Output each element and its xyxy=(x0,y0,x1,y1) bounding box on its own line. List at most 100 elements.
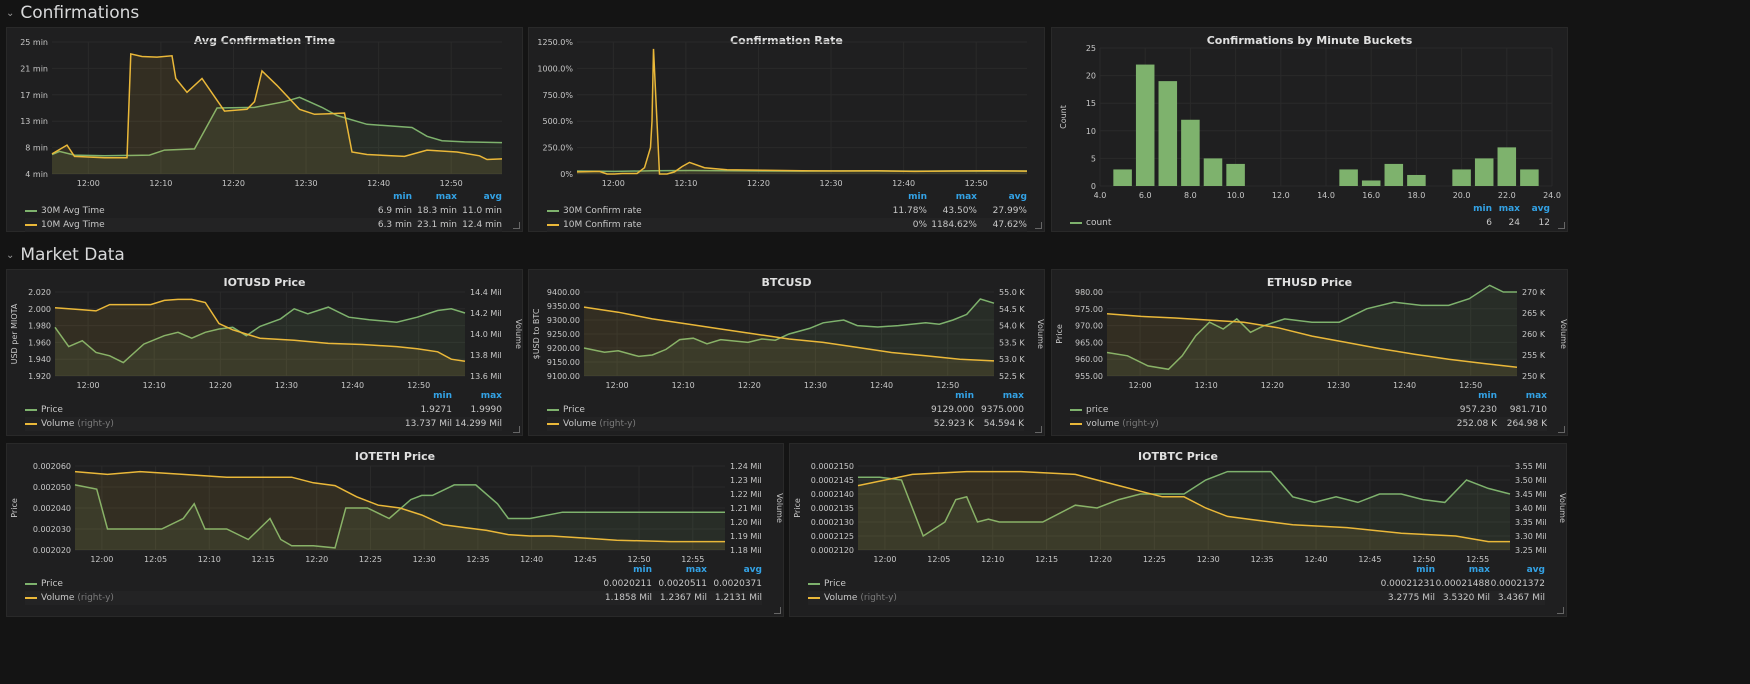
legend-row[interactable]: Price 0.0020211 0.0020511 0.0020371 xyxy=(25,577,762,591)
legend-series-name[interactable]: Price xyxy=(41,577,63,591)
panel-iotusd-price[interactable]: IOTUSD Price 1.920 1.940 1.960 1.980 2.000 2.0… xyxy=(6,269,523,436)
row-title-confirmations[interactable]: ⌄ Confirmations xyxy=(6,3,139,23)
panel-confirmations-by-minute-buckets[interactable]: Confirmations by Minute Buckets 0 5 10 15 20 2… xyxy=(1051,27,1568,232)
series-line[interactable] xyxy=(74,484,725,549)
legend-series-name[interactable]: Volume (right-y) xyxy=(41,417,114,431)
legend-column-header[interactable]: max xyxy=(1498,204,1520,214)
legend-row[interactable]: price 957.230 981.710 xyxy=(1070,403,1547,417)
legend-row[interactable]: 30M Avg Time 6.9 min 18.3 min 11.0 min xyxy=(25,204,502,218)
resize-handle[interactable] xyxy=(1035,222,1042,229)
series-line[interactable] xyxy=(576,48,1028,175)
panel-avg-confirmation-time[interactable]: Avg Confirmation Time 4 min 8 min 13 min 17 … xyxy=(6,27,523,232)
legend-column-header[interactable]: avg xyxy=(483,192,502,202)
panel-ioteth-price[interactable]: IOTETH Price 0.002020 0.002030 0.002040 0.00… xyxy=(6,443,784,617)
resize-handle[interactable] xyxy=(513,426,520,433)
legend-column-header[interactable]: min xyxy=(955,391,974,401)
bar[interactable] xyxy=(1474,158,1494,186)
bar[interactable] xyxy=(1497,147,1517,186)
legend-column-header[interactable]: max xyxy=(685,565,707,575)
legend-series-name[interactable]: count xyxy=(1086,216,1111,230)
legend-column-header[interactable]: max xyxy=(1002,391,1024,401)
legend-column-header[interactable]: min xyxy=(633,565,652,575)
legend-column-header[interactable]: max xyxy=(955,192,977,202)
legend-series-name[interactable]: volume (right-y) xyxy=(1086,417,1159,431)
legend-series-name[interactable]: Price xyxy=(824,577,846,591)
legend-value: 0.0020511 xyxy=(658,579,707,589)
series-line[interactable] xyxy=(583,306,995,362)
series-line[interactable] xyxy=(583,298,995,358)
legend-row[interactable]: volume (right-y) 252.08 K 264.98 K xyxy=(1070,417,1547,431)
series-line[interactable] xyxy=(857,470,1510,543)
chevron-down-icon[interactable]: ⌄ xyxy=(6,249,15,261)
legend-row[interactable]: count 6 24 12 xyxy=(1070,216,1550,230)
legend-column-header[interactable]: min xyxy=(1416,565,1435,575)
legend-series-name[interactable]: 10M Avg Time xyxy=(41,218,105,232)
legend-row[interactable]: Price 1.9271 1.9990 xyxy=(25,403,502,417)
legend-column-header[interactable]: avg xyxy=(1531,204,1550,214)
bar[interactable] xyxy=(1226,163,1245,186)
bar[interactable] xyxy=(1384,163,1404,186)
series-line[interactable] xyxy=(51,52,503,161)
bar[interactable] xyxy=(1452,169,1471,186)
resize-handle[interactable] xyxy=(1558,426,1565,433)
legend-row[interactable]: Price 0.00021231 0.00021488 0.00021372 xyxy=(808,577,1545,591)
legend-row[interactable]: Volume (right-y) 13.737 Mil 14.299 Mil xyxy=(25,417,502,431)
legend-series-name[interactable]: price xyxy=(1086,403,1108,417)
resize-handle[interactable] xyxy=(1035,426,1042,433)
legend-row[interactable]: 10M Avg Time 6.3 min 23.1 min 12.4 min xyxy=(25,218,502,232)
bar[interactable] xyxy=(1407,174,1426,186)
resize-handle[interactable] xyxy=(513,222,520,229)
legend-column-header[interactable]: avg xyxy=(1526,565,1545,575)
series-line[interactable] xyxy=(1106,284,1517,371)
series-line[interactable] xyxy=(54,298,466,363)
panel-btcusd-price[interactable]: BTCUSD 9100.00 9150.00 9200.00 9250.00 9300.0… xyxy=(528,269,1045,436)
legend-value: 6 xyxy=(1486,218,1492,228)
series-line[interactable] xyxy=(1106,313,1518,368)
series-line[interactable] xyxy=(858,470,1511,538)
legend-column-header[interactable]: avg xyxy=(743,565,762,575)
legend-series-name[interactable]: 10M Confirm rate xyxy=(563,218,642,232)
series-line[interactable] xyxy=(51,96,503,157)
legend-row[interactable]: Volume (right-y) 52.923 K 54.594 K xyxy=(547,417,1024,431)
legend-series-name[interactable]: 30M Confirm rate xyxy=(563,204,642,218)
panel-confirmation-rate[interactable]: Confirmation Rate 0% 250.0% 500.0% 750.0% 100… xyxy=(528,27,1045,232)
legend-column-header[interactable]: min xyxy=(433,391,452,401)
bar[interactable] xyxy=(1181,119,1200,186)
legend-series-name[interactable]: Volume (right-y) xyxy=(563,417,636,431)
legend-column-header[interactable]: min xyxy=(393,192,412,202)
bar[interactable] xyxy=(1203,158,1223,186)
legend-row[interactable]: 10M Confirm rate 0% 1184.62% 47.62% xyxy=(547,218,1027,232)
bar[interactable] xyxy=(1520,169,1539,186)
legend-column-header[interactable]: min xyxy=(1478,391,1497,401)
bar[interactable] xyxy=(1113,169,1132,186)
legend-series-name[interactable]: Price xyxy=(41,403,63,417)
legend-row[interactable]: Price 9129.000 9375.000 xyxy=(547,403,1024,417)
resize-handle[interactable] xyxy=(1558,222,1565,229)
panel-ethusd-price[interactable]: ETHUSD Price 955.00 960.00 965.00 970.00 975.… xyxy=(1051,269,1568,436)
legend-column-header[interactable]: max xyxy=(480,391,502,401)
legend-series-name[interactable]: Price xyxy=(563,403,585,417)
panel-iotbtc-price[interactable]: IOTBTC Price 0.0002120 0.0002125 0.0002130 0… xyxy=(789,443,1567,617)
row-title-market-data[interactable]: ⌄ Market Data xyxy=(6,245,125,265)
legend-row[interactable]: Volume (right-y) 3.2775 Mil 3.5320 Mil 3.43… xyxy=(808,591,1545,605)
legend-series-name[interactable]: 30M Avg Time xyxy=(41,204,105,218)
bar[interactable] xyxy=(1158,81,1178,186)
chevron-down-icon[interactable]: ⌄ xyxy=(6,7,15,19)
bar[interactable] xyxy=(1339,169,1358,186)
bar[interactable] xyxy=(1361,180,1381,186)
legend-column-header[interactable]: min xyxy=(908,192,927,202)
resize-handle[interactable] xyxy=(1557,607,1564,614)
legend-column-header[interactable]: max xyxy=(1468,565,1490,575)
legend-series-name[interactable]: Volume (right-y) xyxy=(41,591,114,605)
series-line[interactable] xyxy=(74,470,725,543)
legend-row[interactable]: 30M Confirm rate 11.78% 43.50% 27.99% xyxy=(547,204,1027,218)
legend-row[interactable]: Volume (right-y) 1.1858 Mil 1.2367 Mil 1.21… xyxy=(25,591,762,605)
legend-column-header[interactable]: max xyxy=(1525,391,1547,401)
legend-column-header[interactable]: min xyxy=(1473,204,1492,214)
legend-series-name[interactable]: Volume (right-y) xyxy=(824,591,897,605)
bar[interactable] xyxy=(1135,64,1155,186)
resize-handle[interactable] xyxy=(774,607,781,614)
legend-column-header[interactable]: max xyxy=(435,192,457,202)
legend-column-header[interactable]: avg xyxy=(1008,192,1027,202)
legend-label: 10M Avg Time xyxy=(41,220,105,230)
